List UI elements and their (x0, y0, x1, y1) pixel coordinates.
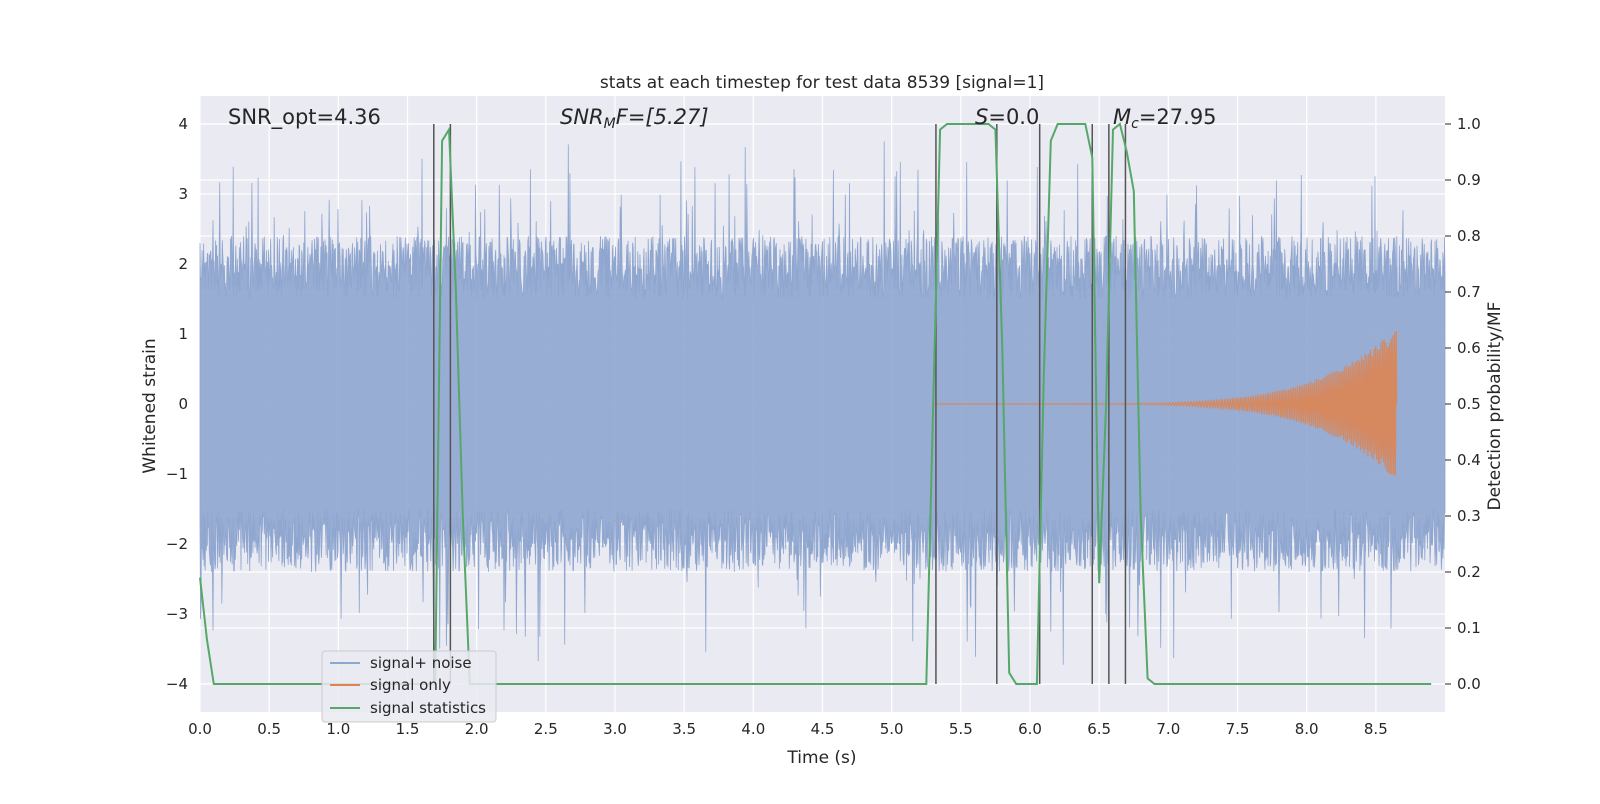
x-tick-label: 2.5 (534, 720, 558, 738)
x-tick-label: 2.0 (465, 720, 489, 738)
y-right-tick-label: 0.6 (1457, 339, 1481, 357)
x-tick-label: 4.0 (741, 720, 765, 738)
detection-markers (433, 124, 1127, 684)
signal-statistics-line (199, 122, 1432, 685)
noise-band (199, 141, 1446, 665)
x-tick-label: 6.5 (1087, 720, 1111, 738)
mc-annotation: Mc=27.95 (1113, 105, 1217, 132)
y-left-tick-label: 1 (178, 325, 188, 343)
x-tick-label: 7.0 (1156, 720, 1180, 738)
snr-mf-prefix: SNR (560, 105, 604, 129)
x-tick-label: 1.5 (396, 720, 420, 738)
y-right-tick-label: 0.9 (1457, 171, 1481, 189)
legend-box (321, 650, 497, 723)
y-right-tick-label: 0.3 (1457, 507, 1481, 525)
y-right-tick-label: 0.7 (1457, 283, 1481, 301)
y-left-tick-label: −4 (166, 675, 188, 693)
legend: signal+ noise signal only signal statist… (321, 650, 497, 723)
s-symbol: S (975, 105, 988, 129)
mc-value: =27.95 (1139, 105, 1217, 129)
y-right-tick-label: 0.4 (1457, 451, 1481, 469)
x-tick-label: 8.0 (1295, 720, 1319, 738)
signal-statistics-series (199, 122, 1432, 685)
mc-symbol: M (1113, 105, 1131, 129)
x-tick-label: 0.0 (188, 720, 212, 738)
y-right-tick-label: 0.5 (1457, 395, 1481, 413)
y-left-tick-label: 2 (178, 255, 188, 273)
legend-label-signal-noise: signal+ noise (370, 654, 472, 672)
x-tick-label: 1.0 (326, 720, 350, 738)
y-left-tick-label: −2 (166, 535, 188, 553)
chart-title: stats at each timestep for test data 853… (600, 73, 1044, 93)
x-tick-label: 6.0 (1018, 720, 1042, 738)
chirp-line (933, 330, 1398, 477)
axis-ticks: 0.0 0.5 1.0 1.5 2.0 2.5 3.0 3.5 4.0 4.5 5.0 5.5 6.0 6… (166, 115, 1481, 738)
x-tick-label: 5.5 (949, 720, 973, 738)
y-left-tick-label: 3 (178, 185, 188, 203)
legend-label-signal-only: signal only (370, 676, 451, 694)
snr-mf-annotation: SNRMF=[5.27] (560, 105, 709, 132)
x-axis-label: Time (s) (786, 748, 856, 768)
y-right-tick-label: 0.8 (1457, 227, 1481, 245)
y-left-tick-label: 4 (178, 115, 188, 133)
y-left-tick-label: −3 (166, 605, 188, 623)
x-tick-label: 8.5 (1364, 720, 1388, 738)
snr-mf-subscript: M (604, 116, 616, 132)
s-value: =0.0 (988, 105, 1039, 129)
mc-subscript: c (1131, 116, 1139, 132)
snr-mf-suffix: F=[5.27] (616, 105, 709, 129)
snr-opt-annotation: SNR_opt=4.36 (228, 105, 381, 130)
x-tick-label: 4.5 (811, 720, 835, 738)
x-tick-label: 7.5 (1226, 720, 1250, 738)
y-left-tick-label: −1 (166, 465, 188, 483)
y-left-axis-label: Whitened strain (140, 338, 160, 473)
y-right-tick-label: 0.0 (1457, 675, 1481, 693)
y-right-axis-label: Detection probability/MF (1485, 302, 1505, 511)
signal-only-series (933, 330, 1398, 477)
x-tick-label: 0.5 (257, 720, 281, 738)
y-right-tick-label: 0.2 (1457, 563, 1481, 581)
signal-noise-series (199, 141, 1446, 665)
y-right-tick-label: 1.0 (1457, 115, 1481, 133)
x-tick-label: 5.0 (880, 720, 904, 738)
y-right-tick-label: 0.1 (1457, 619, 1481, 637)
s-annotation: S=0.0 (975, 105, 1039, 129)
y-left-tick-label: 0 (178, 395, 188, 413)
x-tick-label: 3.0 (603, 720, 627, 738)
x-tick-label: 3.5 (672, 720, 696, 738)
legend-label-signal-statistics: signal statistics (370, 699, 486, 717)
